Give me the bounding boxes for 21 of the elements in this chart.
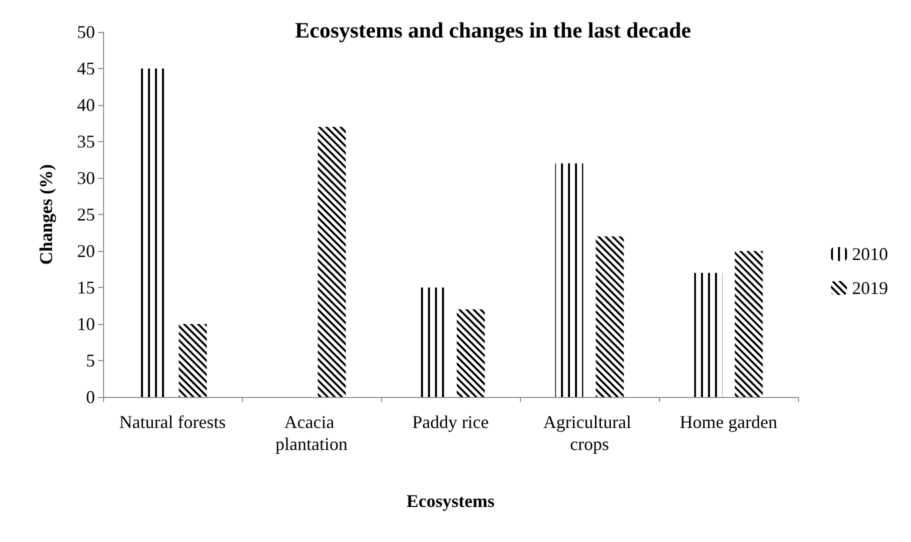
- y-tick-label: 25: [77, 204, 95, 224]
- y-tick-label: 35: [77, 132, 95, 152]
- y-tick-label: 50: [77, 22, 95, 42]
- x-axis-title: Ecosystems: [406, 491, 494, 511]
- x-tick-label: Acacia plantation: [276, 412, 348, 454]
- y-tick-label: 40: [77, 95, 95, 115]
- y-tick-label: 10: [77, 314, 95, 334]
- y-tick-label: 45: [77, 58, 95, 78]
- legend-label: 2010: [852, 244, 888, 264]
- chart-title: Ecosystems and changes in the last decade: [294, 18, 692, 42]
- y-tick-label: 0: [86, 387, 95, 407]
- y-axis-title: Changes (%): [36, 164, 56, 265]
- x-tick-label: Paddy rice: [412, 412, 489, 432]
- legend-label: 2019: [852, 278, 888, 298]
- x-tick-label: Agricultural crops: [543, 412, 636, 454]
- y-tick-label: 20: [77, 241, 95, 261]
- y-tick-label: 30: [77, 168, 95, 188]
- y-tick-label: 15: [77, 278, 95, 298]
- x-tick-label: Natural forests: [119, 412, 226, 432]
- x-tick-label: Home garden: [680, 412, 778, 432]
- y-tick-label: 5: [86, 350, 95, 370]
